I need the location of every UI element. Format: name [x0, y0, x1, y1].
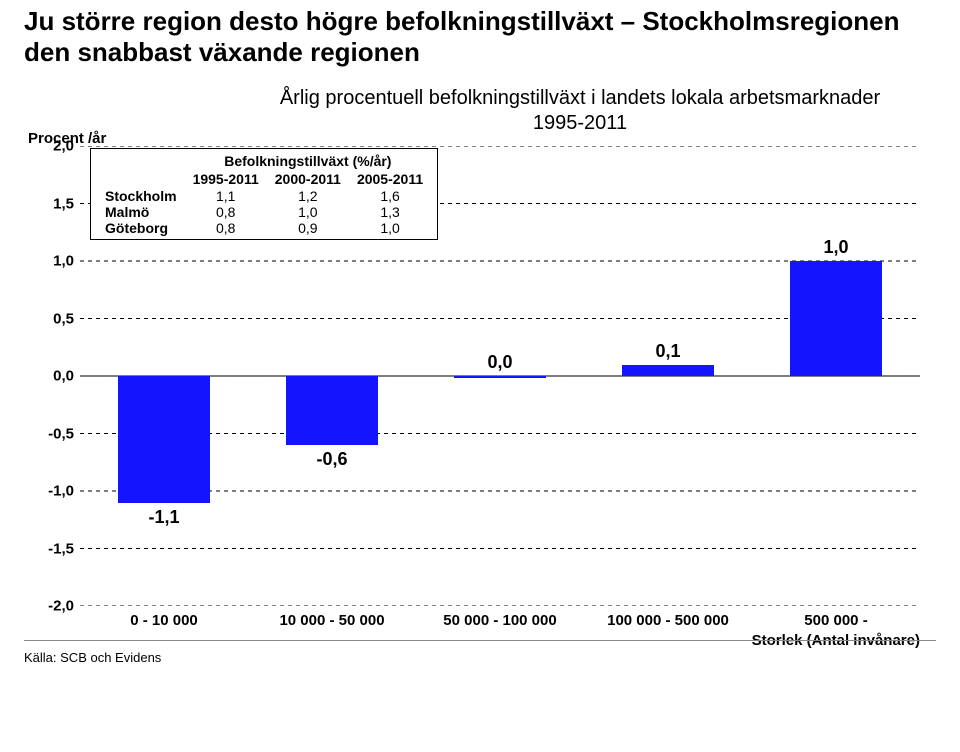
x-category-label: 0 - 10 000 — [130, 612, 198, 629]
x-category-label: 10 000 - 50 000 — [279, 612, 384, 629]
legend-row-2-v0: 0,8 — [185, 220, 267, 236]
y-tick: -2,0 — [34, 598, 74, 615]
footer: evidens: Handelsanalys Norra Sigtuna 201… — [0, 702, 960, 752]
y-tick: 0,0 — [34, 368, 74, 385]
bar — [286, 376, 378, 445]
y-tick: -0,5 — [34, 425, 74, 442]
divider-line — [24, 640, 936, 641]
y-tick: 0,5 — [34, 310, 74, 327]
legend-row-1-name: Malmö — [97, 204, 185, 220]
x-category-label: 100 000 - 500 000 — [607, 612, 729, 629]
legend-row-0-v1: 1,2 — [267, 188, 349, 204]
bar — [118, 376, 210, 503]
y-tick: -1,0 — [34, 483, 74, 500]
legend-row-0-v2: 1,6 — [349, 188, 431, 204]
y-tick: 1,0 — [34, 253, 74, 270]
bar-value-label: 0,0 — [487, 352, 512, 373]
legend-row-2-name: Göteborg — [97, 220, 185, 236]
legend-row-2-v2: 1,0 — [349, 220, 431, 236]
bar-value-label: -1,1 — [148, 507, 179, 528]
legend-table: Befolkningstillväxt (%/år) 1995-2011 200… — [90, 148, 438, 240]
legend-col-2: 2005-2011 — [349, 170, 431, 188]
y-tick: -1,5 — [34, 540, 74, 557]
legend-col-1: 2000-2011 — [267, 170, 349, 188]
source-label: Källa: SCB och Evidens — [24, 650, 161, 665]
legend-row-1-v1: 1,0 — [267, 204, 349, 220]
slide-title: Ju större region desto högre befolknings… — [24, 6, 924, 68]
slide: Ju större region desto högre befolknings… — [0, 0, 960, 752]
bar-value-label: 0,1 — [655, 341, 680, 362]
y-tick: 2,0 — [34, 138, 74, 155]
bar — [790, 261, 882, 376]
y-tick: 1,5 — [34, 195, 74, 212]
legend-row-2-v1: 0,9 — [267, 220, 349, 236]
legend-row-0-name: Stockholm — [97, 188, 185, 204]
bar-chart: Storlek (Antal invånare) Befolkningstill… — [80, 146, 920, 606]
x-category-label: 500 000 - — [804, 612, 867, 629]
legend-col-0: 1995-2011 — [185, 170, 267, 188]
legend-row-1-v2: 1,3 — [349, 204, 431, 220]
bar-value-label: 1,0 — [823, 237, 848, 258]
legend-title: Befolkningstillväxt (%/år) — [185, 152, 432, 170]
x-category-label: 50 000 - 100 000 — [443, 612, 556, 629]
chart-subtitle: Årlig procentuell befolkningstillväxt i … — [240, 86, 920, 136]
legend-row-0-v0: 1,1 — [185, 188, 267, 204]
bar — [622, 365, 714, 377]
subtitle-line2: 1995-2011 — [533, 112, 627, 134]
legend-row-1-v0: 0,8 — [185, 204, 267, 220]
bar — [454, 376, 546, 378]
subtitle-line1: Årlig procentuell befolkningstillväxt i … — [280, 87, 880, 109]
bar-value-label: -0,6 — [316, 449, 347, 470]
